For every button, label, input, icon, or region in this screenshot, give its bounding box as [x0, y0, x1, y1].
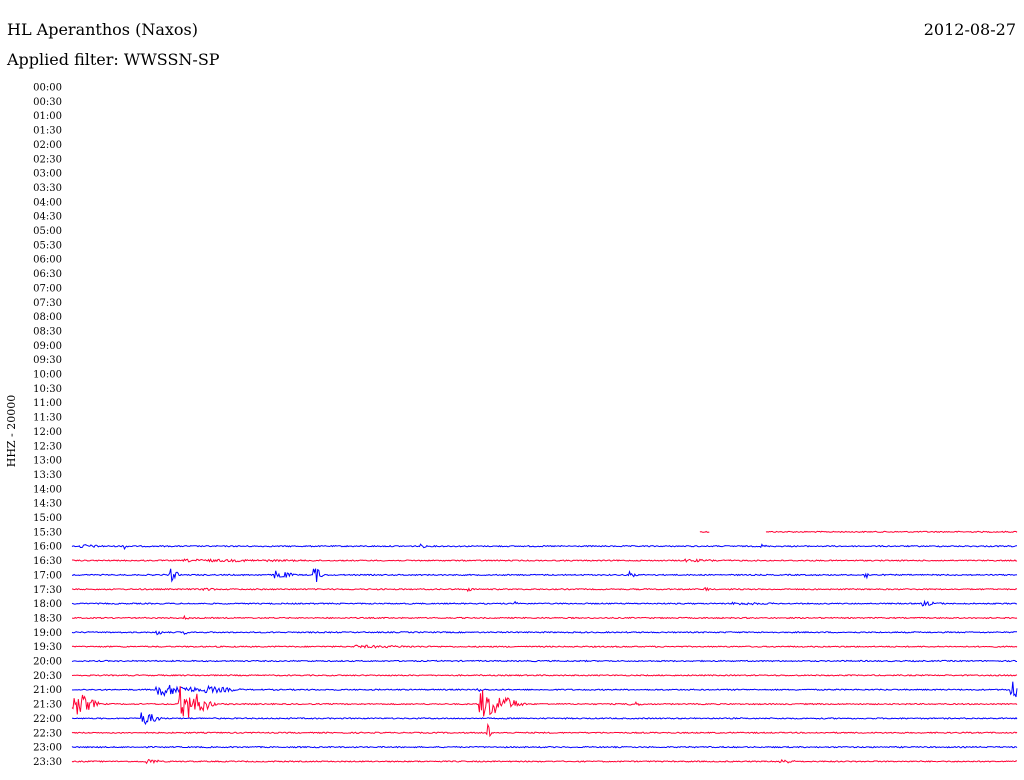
time-label-1030: 10:30 [33, 384, 62, 395]
trace-2200 [71, 712, 1018, 726]
time-label-0630: 06:30 [33, 269, 62, 280]
trace-1830 [71, 614, 1018, 620]
time-label-1930: 19:30 [33, 642, 62, 653]
time-label-0130: 01:30 [33, 126, 62, 137]
time-label-1330: 13:30 [33, 470, 62, 481]
time-label-1000: 10:00 [33, 370, 62, 381]
time-label-2300: 23:00 [33, 743, 62, 754]
time-label-0830: 08:30 [33, 326, 62, 337]
time-label-1500: 15:00 [33, 513, 62, 524]
trace-2000 [71, 659, 1017, 663]
time-label-0400: 04:00 [33, 197, 62, 208]
time-label-0200: 02:00 [33, 140, 62, 151]
time-label-0500: 05:00 [33, 226, 62, 237]
trace-1900 [71, 630, 1017, 636]
time-label-0100: 01:00 [33, 111, 62, 122]
trace-1930 [71, 644, 1018, 649]
time-label-1730: 17:30 [33, 585, 62, 596]
time-label-1600: 16:00 [33, 542, 62, 553]
time-label-2230: 22:30 [33, 728, 62, 739]
time-label-0000: 00:00 [33, 83, 62, 94]
time-label-0930: 09:30 [33, 355, 62, 366]
time-label-1630: 16:30 [33, 556, 62, 567]
time-label-0530: 05:30 [33, 240, 62, 251]
time-label-2000: 20:00 [33, 657, 62, 668]
station-title: HL Aperanthos (Naxos) [7, 20, 198, 39]
trace-2230 [71, 722, 1018, 738]
time-label-1400: 14:00 [33, 484, 62, 495]
time-label-1100: 11:00 [33, 398, 62, 409]
date-label: 2012-08-27 [923, 20, 1016, 39]
time-label-1130: 11:30 [33, 413, 62, 424]
time-label-1830: 18:30 [33, 613, 62, 624]
trace-1730 [71, 586, 1018, 593]
time-label-0600: 06:00 [33, 255, 62, 266]
time-label-0730: 07:30 [33, 298, 62, 309]
time-label-0700: 07:00 [33, 283, 62, 294]
time-label-1430: 14:30 [33, 499, 62, 510]
trace-1530 [699, 530, 1018, 534]
time-label-2130: 21:30 [33, 700, 62, 711]
time-label-1800: 18:00 [33, 599, 62, 610]
time-label-0030: 00:30 [33, 97, 62, 108]
trace-2030 [71, 674, 1018, 677]
time-label-2100: 21:00 [33, 685, 62, 696]
time-label-2200: 22:00 [33, 714, 62, 725]
trace-1700 [71, 568, 1018, 583]
time-label-1900: 19:00 [33, 628, 62, 639]
time-label-0330: 03:30 [33, 183, 62, 194]
trace-1800 [71, 599, 1017, 607]
time-label-2030: 20:30 [33, 671, 62, 682]
time-labels: 00:00 00:30 01:00 01:30 02:00 02:30 03:00 03:30… [33, 83, 62, 768]
filter-label: Applied filter: WWSSN-SP [7, 50, 220, 69]
trace-2300 [71, 745, 1018, 749]
trace-2100 [71, 681, 1018, 698]
time-label-1300: 13:00 [33, 456, 62, 467]
time-label-1230: 12:30 [33, 441, 62, 452]
time-label-0430: 04:30 [33, 212, 62, 223]
time-label-2330: 23:30 [33, 757, 62, 768]
trace-1600 [71, 543, 1017, 551]
trace-1630 [72, 558, 1018, 563]
trace-2130 [71, 686, 1018, 718]
time-label-0900: 09:00 [33, 341, 62, 352]
time-label-1200: 12:00 [33, 427, 62, 438]
time-label-0800: 08:00 [33, 312, 62, 323]
time-label-0230: 02:30 [33, 154, 62, 165]
time-label-0300: 03:00 [33, 169, 62, 180]
time-label-1700: 17:00 [33, 570, 62, 581]
time-label-1530: 15:30 [33, 527, 62, 538]
traces [71, 530, 1018, 765]
trace-2330 [71, 758, 1017, 765]
